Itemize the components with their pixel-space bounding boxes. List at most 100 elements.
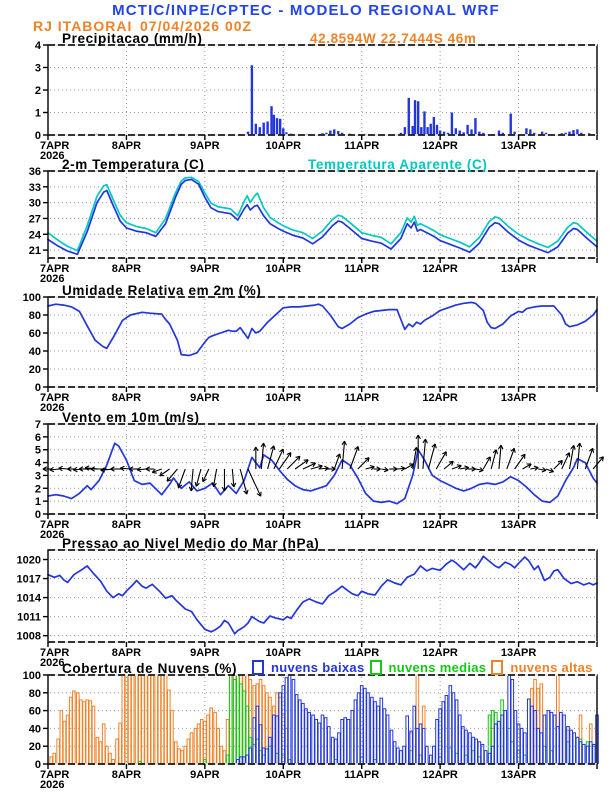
svg-text:1: 1	[35, 108, 41, 120]
svg-text:10APR: 10APR	[266, 769, 302, 781]
panel-humidity-plot: 0 20 40 60 80 100 7APR 8APR 9APR 10APR 11APR 12APR 1…	[23, 292, 598, 414]
svg-text:9APR: 9APR	[190, 519, 219, 531]
svg-text:2026: 2026	[40, 150, 64, 162]
panel-title-wind: Vento em 10m (m/s)	[62, 410, 200, 425]
svg-text:0: 0	[35, 130, 41, 142]
svg-text:10APR: 10APR	[266, 263, 302, 275]
svg-text:7APR: 7APR	[40, 769, 69, 781]
svg-text:2026: 2026	[40, 657, 64, 669]
svg-text:11APR: 11APR	[344, 519, 379, 531]
svg-text:13APR: 13APR	[501, 263, 537, 275]
panel-title-precipitation: Precipitacao (mm/h)	[62, 31, 203, 46]
high-clouds-legend-label: nuvens altas	[510, 660, 593, 675]
svg-text:4: 4	[35, 40, 42, 52]
svg-text:80: 80	[29, 688, 41, 700]
svg-text:9APR: 9APR	[190, 769, 219, 781]
panel-temperature-plot: 21 24 27 30 33 36 7APR 8APR 9APR 10APR 11APR 12APR 1…	[29, 166, 598, 285]
svg-text:8APR: 8APR	[112, 263, 141, 275]
svg-text:7APR: 7APR	[40, 263, 69, 275]
svg-text:3: 3	[35, 470, 41, 482]
svg-text:12APR: 12APR	[422, 769, 458, 781]
panel-clouds-plot: 0 20 40 60 80 100 7APR 8APR 9APR 10APR 11APR 12APR 1…	[23, 670, 599, 791]
svg-text:7APR: 7APR	[40, 140, 69, 152]
location-coords-label: 42.8594W 22.7444S 46m	[310, 31, 477, 46]
low-clouds-legend-label: nuvens baixas	[271, 660, 365, 675]
svg-text:8APR: 8APR	[112, 769, 141, 781]
svg-text:13APR: 13APR	[501, 769, 537, 781]
svg-text:8APR: 8APR	[112, 392, 141, 404]
svg-text:1020: 1020	[17, 555, 41, 567]
panel-title-humidity: Umidade Relativa em 2m (%)	[62, 283, 262, 298]
high-clouds-legend-swatch-icon	[491, 660, 504, 675]
svg-text:12APR: 12APR	[422, 263, 458, 275]
svg-text:1008: 1008	[17, 631, 41, 643]
svg-text:3: 3	[35, 63, 41, 75]
svg-text:10APR: 10APR	[266, 647, 302, 659]
svg-text:40: 40	[29, 723, 41, 735]
svg-text:11APR: 11APR	[344, 140, 379, 152]
svg-text:24: 24	[29, 229, 42, 241]
svg-text:30: 30	[29, 198, 41, 210]
svg-text:0: 0	[35, 759, 41, 771]
svg-text:2: 2	[35, 483, 41, 495]
svg-text:11APR: 11APR	[344, 263, 379, 275]
mid-clouds-legend-label: nuvens medias	[388, 660, 487, 675]
svg-text:8APR: 8APR	[112, 140, 141, 152]
svg-text:9APR: 9APR	[190, 392, 219, 404]
svg-text:20: 20	[29, 741, 41, 753]
svg-text:7: 7	[35, 419, 41, 431]
svg-text:10APR: 10APR	[266, 140, 302, 152]
panel-precipitation-plot: 0 1 2 3 4 7APR 8APR 9APR 10APR 11APR 12APR 13APR 202…	[35, 40, 598, 162]
svg-text:27: 27	[29, 213, 41, 225]
svg-text:12APR: 12APR	[422, 140, 458, 152]
mid-clouds-legend-swatch-icon	[369, 660, 382, 675]
svg-text:13APR: 13APR	[501, 647, 537, 659]
svg-text:60: 60	[29, 328, 41, 340]
svg-text:13APR: 13APR	[501, 519, 537, 531]
svg-text:9APR: 9APR	[190, 140, 219, 152]
svg-text:2026: 2026	[40, 529, 64, 541]
svg-text:21: 21	[29, 245, 41, 257]
panel-pressure-plot: 1008 1011 1014 1017 1020 7APR 8APR 9APR 10APR 11A…	[17, 549, 598, 669]
svg-text:33: 33	[29, 182, 41, 194]
svg-text:2: 2	[35, 85, 41, 97]
svg-text:100: 100	[23, 292, 41, 304]
svg-text:0: 0	[35, 509, 41, 521]
svg-text:20: 20	[29, 364, 41, 376]
svg-text:0: 0	[35, 382, 41, 394]
panel-title-clouds: Cobertura de Nuvens (%)	[62, 661, 238, 676]
svg-text:9APR: 9APR	[190, 263, 219, 275]
svg-text:1017: 1017	[17, 574, 41, 586]
clouds-legend: nuvens baixas nuvens medias nuvens altas	[252, 660, 593, 675]
svg-text:2026: 2026	[40, 273, 64, 285]
svg-text:36: 36	[29, 166, 41, 178]
svg-text:12APR: 12APR	[422, 647, 458, 659]
svg-text:10APR: 10APR	[266, 392, 302, 404]
panel-title-pressure: Pressao ao Nivel Medio do Mar (hPa)	[62, 536, 320, 551]
svg-text:13APR: 13APR	[501, 392, 537, 404]
svg-text:11APR: 11APR	[344, 392, 379, 404]
svg-text:8APR: 8APR	[112, 519, 141, 531]
svg-text:11APR: 11APR	[344, 769, 379, 781]
svg-text:10APR: 10APR	[266, 519, 302, 531]
svg-text:80: 80	[29, 310, 41, 322]
svg-text:11APR: 11APR	[344, 647, 379, 659]
svg-text:4: 4	[35, 458, 42, 470]
svg-text:12APR: 12APR	[422, 392, 458, 404]
svg-text:6: 6	[35, 432, 41, 444]
page-title: MCTIC/INPE/CPTEC - MODELO REGIONAL WRF	[112, 2, 500, 19]
svg-text:40: 40	[29, 346, 41, 358]
svg-text:2026: 2026	[40, 402, 64, 414]
low-clouds-legend-swatch-icon	[252, 660, 264, 675]
svg-text:2026: 2026	[40, 779, 64, 791]
svg-text:1011: 1011	[17, 612, 41, 624]
panel-title-temperature: 2-m Temperatura (C)	[62, 157, 205, 172]
svg-text:7APR: 7APR	[40, 519, 69, 531]
svg-text:1014: 1014	[17, 593, 42, 605]
svg-text:100: 100	[23, 670, 41, 682]
apparent-temperature-legend-label: Temperatura Aparente (C)	[308, 157, 488, 172]
svg-text:8APR: 8APR	[112, 647, 141, 659]
svg-text:12APR: 12APR	[422, 519, 458, 531]
